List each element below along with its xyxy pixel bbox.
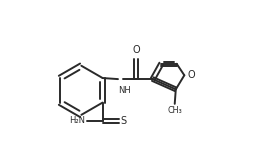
Text: CH₃: CH₃ (167, 106, 182, 115)
Text: NH: NH (119, 86, 131, 95)
Text: O: O (133, 45, 140, 55)
Text: O: O (188, 70, 195, 80)
Text: H₂N: H₂N (69, 116, 85, 125)
Text: S: S (121, 116, 127, 126)
